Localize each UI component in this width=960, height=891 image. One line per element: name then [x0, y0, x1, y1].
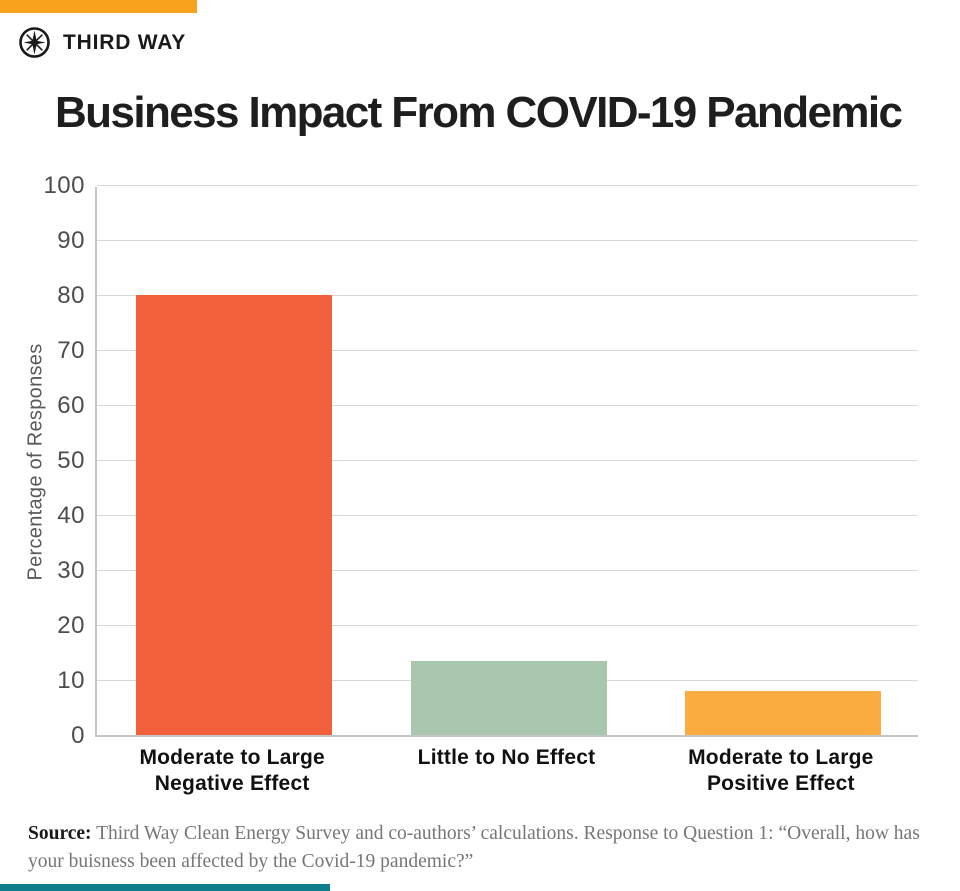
- gridline: [97, 240, 918, 241]
- x-category-label: Moderate to Large Positive Effect: [688, 746, 874, 795]
- gridline: [97, 185, 918, 186]
- x-category-label: Little to No Effect: [417, 746, 596, 769]
- gridline: [97, 295, 918, 296]
- y-tick-label: 30: [57, 557, 85, 585]
- gridline: [97, 350, 918, 351]
- bar-chart-plot-area: [95, 185, 918, 737]
- y-tick-label: 10: [57, 667, 85, 695]
- source-text: Third Way Clean Energy Survey and co-aut…: [28, 823, 920, 872]
- third-way-logo: THIRD WAY: [18, 26, 186, 59]
- y-tick-label: 100: [43, 172, 85, 200]
- y-tick-label: 50: [57, 447, 85, 475]
- y-tick-label: 60: [57, 392, 85, 420]
- y-tick-label: 70: [57, 337, 85, 365]
- brand-name: THIRD WAY: [63, 30, 187, 54]
- y-tick-label: 20: [57, 612, 85, 640]
- y-tick-label: 40: [57, 502, 85, 530]
- bar-3: [684, 691, 881, 735]
- gridline: [97, 570, 918, 571]
- gridline: [97, 515, 918, 516]
- y-tick-label: 90: [57, 227, 85, 255]
- brand-bottom-accent-bar: [0, 884, 330, 891]
- y-tick-label: 0: [71, 722, 85, 750]
- gridline: [97, 460, 918, 461]
- y-tick-label: 80: [57, 282, 85, 310]
- gridline: [97, 625, 918, 626]
- brand-top-accent-bar: [0, 0, 197, 13]
- page-title: Business Impact From COVID-19 Pandemic: [55, 88, 903, 137]
- bar-2: [410, 660, 607, 735]
- gridline: [97, 405, 918, 406]
- bar-1: [136, 295, 333, 735]
- compass-star-icon: [19, 27, 50, 58]
- x-category-label: Moderate to Large Negative Effect: [139, 746, 325, 795]
- source-note: Source: Third Way Clean Energy Survey an…: [28, 820, 940, 876]
- source-label: Source:: [28, 823, 92, 844]
